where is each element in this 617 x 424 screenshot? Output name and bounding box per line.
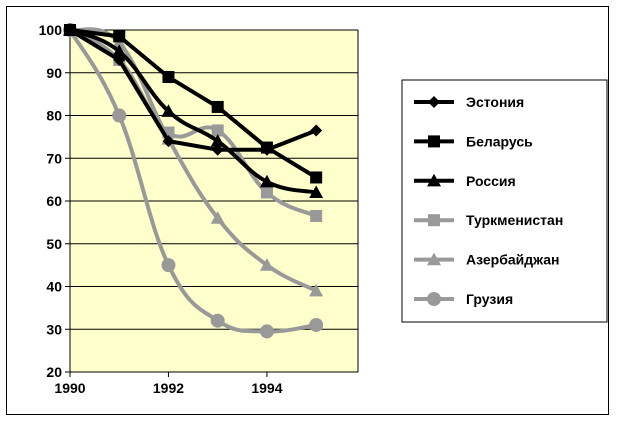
y-tick-label: 40 xyxy=(46,279,62,295)
data-point xyxy=(309,283,324,297)
data-point xyxy=(112,44,127,57)
data-point xyxy=(309,185,324,199)
data-point xyxy=(210,313,225,328)
y-tick-label: 80 xyxy=(46,108,62,124)
legend-marker xyxy=(428,214,440,227)
legend-marker xyxy=(427,252,441,266)
data-point xyxy=(310,171,323,184)
legend-label: Грузия xyxy=(466,291,513,307)
legend-label: Туркменистан xyxy=(466,212,563,228)
data-point xyxy=(162,135,175,148)
data-point xyxy=(259,174,274,188)
data-point xyxy=(211,100,224,113)
data-point xyxy=(113,30,126,43)
legend-label: Беларусь xyxy=(466,133,533,149)
legend-box xyxy=(401,79,608,323)
data-point xyxy=(162,71,175,84)
legend-marker xyxy=(428,96,440,108)
x-tick-label: 1990 xyxy=(54,380,85,396)
data-point xyxy=(260,186,273,199)
series-line xyxy=(68,28,317,152)
legend-marker xyxy=(427,173,441,187)
legend-marker xyxy=(427,292,441,306)
legend-label: Азербайджан xyxy=(466,252,560,268)
legend-label: Россия xyxy=(466,173,516,189)
legend-marker xyxy=(428,135,440,148)
data-point xyxy=(211,124,224,137)
data-point xyxy=(310,124,323,137)
x-tick-label: 1992 xyxy=(153,380,184,396)
y-tick-label: 60 xyxy=(46,193,62,209)
y-tick-label: 50 xyxy=(46,236,62,252)
data-point xyxy=(112,108,127,123)
data-point xyxy=(63,23,77,36)
data-point xyxy=(161,258,176,273)
y-tick-label: 100 xyxy=(39,22,63,38)
x-tick-label: 1994 xyxy=(251,380,282,396)
data-point xyxy=(259,324,274,339)
data-point xyxy=(210,134,225,147)
data-point xyxy=(310,209,323,222)
y-tick-label: 90 xyxy=(46,65,62,81)
data-point xyxy=(309,317,324,332)
data-point xyxy=(161,104,176,117)
data-point xyxy=(259,258,274,271)
data-point xyxy=(210,211,225,224)
data-point xyxy=(260,141,273,154)
y-tick-label: 30 xyxy=(46,321,62,337)
series-line xyxy=(69,28,318,180)
y-tick-label: 20 xyxy=(46,364,62,380)
y-tick-label: 70 xyxy=(46,150,62,166)
legend-label: Эстония xyxy=(466,94,524,110)
